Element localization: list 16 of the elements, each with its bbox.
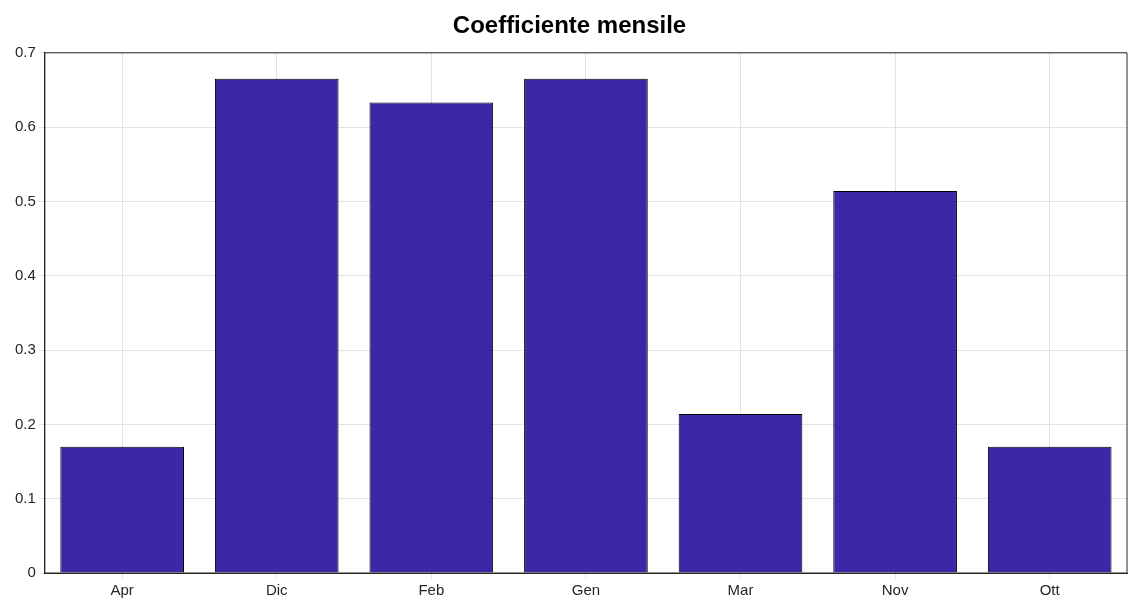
x-tick-label: Nov [881,581,909,599]
y-tick-label: 0.4 [14,265,36,283]
x-tick-label: Gen [571,581,601,599]
y-tick-label: 0.7 [14,42,36,60]
y-tick-label: 0.5 [14,191,36,209]
y-tick-label: 0.3 [14,340,36,358]
x-tick-label: Apr [110,581,134,599]
chart-title: Coefficiente mensile [452,11,687,39]
x-tick-label: Ott [1039,581,1061,599]
x-tick-label: Feb [418,581,445,599]
y-tick-label: 0 [27,563,36,581]
x-tick-label: Mar [727,581,754,599]
x-tick-label: Dic [265,581,289,599]
y-tick-label: 0.1 [14,488,36,506]
y-tick-label: 0.2 [14,414,36,432]
y-tick-label: 0.6 [14,117,36,135]
